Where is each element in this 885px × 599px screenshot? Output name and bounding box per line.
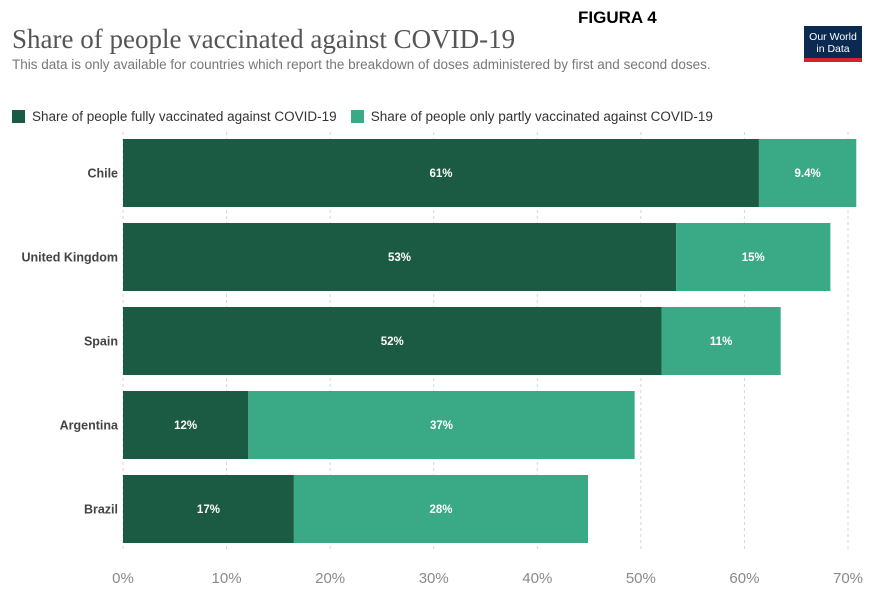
- category-label: Spain: [84, 335, 118, 349]
- x-tick-label: 0%: [112, 570, 134, 587]
- legend-swatch-fully: [12, 109, 25, 123]
- logo-line-1: Our World: [809, 31, 857, 43]
- chart-legend: Share of people fully vaccinated against…: [12, 107, 727, 125]
- figure-label: FIGURA 4: [578, 8, 657, 27]
- category-label: Chile: [87, 167, 118, 181]
- bar-segment-partly[interactable]: [248, 391, 635, 459]
- bar-segment-fully[interactable]: [123, 475, 294, 543]
- bar-segment-partly[interactable]: [758, 139, 857, 207]
- x-tick-label: 30%: [419, 570, 449, 587]
- x-tick-label: 10%: [212, 570, 242, 587]
- data-label: 52%: [381, 336, 404, 348]
- chart-title: Share of people vaccinated against COVID…: [12, 24, 516, 54]
- bar-segment-partly[interactable]: [676, 223, 831, 291]
- legend-swatch-partly: [350, 109, 364, 123]
- bar-segment-fully[interactable]: [123, 139, 759, 207]
- data-label: 28%: [429, 504, 452, 516]
- data-label: 37%: [430, 420, 453, 432]
- x-tick-label: 70%: [833, 570, 863, 587]
- legend-item-fully[interactable]: Share of people fully vaccinated against…: [12, 109, 337, 124]
- data-label: 53%: [388, 252, 411, 264]
- x-tick-label: 60%: [729, 570, 759, 587]
- legend-label-partly: Share of people only partly vaccinated a…: [370, 108, 713, 124]
- chart-subtitle: This data is only available for countrie…: [12, 57, 711, 72]
- bar-segment-partly[interactable]: [293, 475, 589, 543]
- data-label: 17%: [197, 504, 220, 516]
- data-label: 15%: [742, 252, 765, 264]
- logo-line-2: in Data: [816, 43, 850, 55]
- x-tick-label: 40%: [522, 570, 552, 587]
- x-tick-label: 50%: [626, 570, 656, 587]
- bar-segment-fully[interactable]: [123, 223, 677, 291]
- bar-segment-fully[interactable]: [123, 391, 249, 459]
- category-label: Argentina: [60, 419, 119, 433]
- x-tick-label: 20%: [315, 570, 345, 587]
- legend-item-partly[interactable]: Share of people only partly vaccinated a…: [350, 108, 713, 124]
- data-label: 61%: [429, 168, 452, 180]
- data-label: 11%: [710, 336, 732, 348]
- bar-segment-fully[interactable]: [123, 307, 662, 375]
- category-label: Brazil: [84, 503, 118, 517]
- data-label: 9.4%: [794, 168, 820, 180]
- owid-logo[interactable]: Our World in Data: [804, 26, 862, 62]
- bar-segment-partly[interactable]: [661, 307, 781, 375]
- legend-label-fully: Share of people fully vaccinated against…: [32, 108, 337, 124]
- category-label: United Kingdom: [21, 251, 118, 265]
- data-label: 12%: [174, 420, 197, 432]
